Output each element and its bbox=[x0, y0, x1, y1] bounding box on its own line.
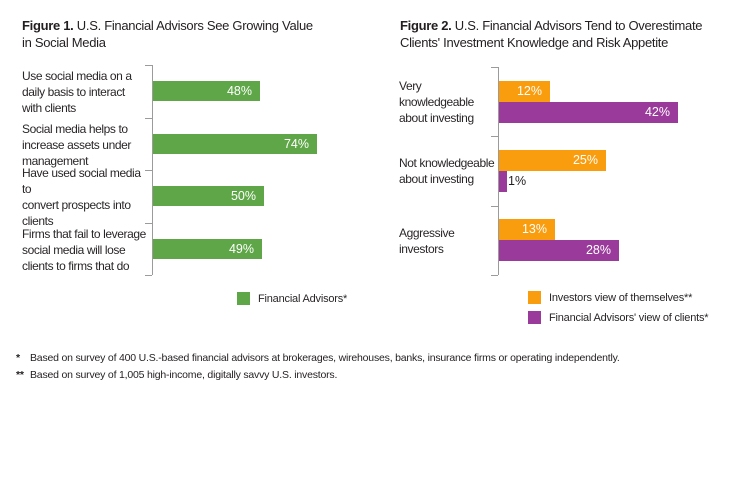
figure2-title-rest: U.S. Financial Advisors Tend to Overesti… bbox=[451, 18, 703, 33]
bar-financial-advisors: 49% bbox=[153, 239, 262, 259]
footnote-1: * Based on survey of 400 U.S.-based fina… bbox=[16, 350, 620, 367]
category-label: Firms that fail to leverage social media… bbox=[22, 223, 152, 276]
figure1-legend: Financial Advisors* bbox=[237, 292, 347, 305]
legend-row-financial-advisors: Financial Advisors* bbox=[237, 292, 347, 305]
figure2-legend: Investors view of themselves** Financial… bbox=[528, 291, 709, 324]
footnotes: * Based on survey of 400 U.S.-based fina… bbox=[16, 350, 620, 384]
footnote-2-marker: ** bbox=[16, 369, 24, 381]
green-swatch-icon bbox=[237, 292, 250, 305]
category-label-text: Social media helps to increase assets un… bbox=[22, 121, 131, 168]
category-label: Not knowledgeable about investing bbox=[399, 136, 496, 205]
axis-line bbox=[498, 67, 499, 275]
bar-investors-view: 25% bbox=[499, 150, 606, 171]
category-label: Social media helps to increase assets un… bbox=[22, 118, 152, 171]
footnote-1-text: Based on survey of 400 U.S.-based financ… bbox=[30, 352, 620, 364]
axis-tick bbox=[491, 206, 498, 207]
purple-swatch-icon bbox=[528, 311, 541, 324]
axis-line bbox=[152, 65, 153, 275]
value-label-outside: 1% bbox=[508, 174, 527, 188]
figure2-title-prefix: Figure 2. bbox=[400, 18, 452, 33]
footnote-2: ** Based on survey of 1,005 high-income,… bbox=[16, 367, 620, 384]
bar-investors-view: 13% bbox=[499, 219, 555, 240]
bar-advisors-view: 28% bbox=[499, 240, 619, 261]
axis-tick bbox=[145, 275, 152, 276]
footnote-1-marker: * bbox=[16, 352, 20, 364]
category-label: Aggressive investors bbox=[399, 206, 496, 275]
bar-financial-advisors: 50% bbox=[153, 186, 264, 206]
axis-tick bbox=[145, 65, 152, 66]
category-label: Very knowledgeable about investing bbox=[399, 67, 496, 136]
figure1-title-prefix: Figure 1. bbox=[22, 18, 74, 33]
axis-tick bbox=[491, 136, 498, 137]
axis-tick bbox=[145, 118, 152, 119]
legend-label-advisors-view: Financial Advisors' view of clients* bbox=[549, 311, 709, 324]
legend-label-investors-view: Investors view of themselves** bbox=[549, 291, 693, 304]
category-label: Have used social media to convert prospe… bbox=[22, 166, 152, 228]
figure2-title-line2: Clients' Investment Knowledge and Risk A… bbox=[400, 35, 669, 50]
category-label: Use social media on a daily basis to int… bbox=[22, 65, 152, 118]
category-label-text: Very knowledgeable about investing bbox=[399, 78, 474, 125]
axis-tick bbox=[145, 170, 152, 171]
legend-row-advisors-view: Financial Advisors' view of clients* bbox=[528, 311, 709, 324]
figure2-title: Figure 2. U.S. Financial Advisors Tend t… bbox=[400, 17, 748, 51]
bar-advisors-view: 42% bbox=[499, 102, 678, 123]
category-label-text: Firms that fail to leverage social media… bbox=[22, 226, 146, 273]
bar-financial-advisors: 48% bbox=[153, 81, 260, 101]
footnote-2-text: Based on survey of 1,005 high-income, di… bbox=[30, 369, 338, 381]
bar-financial-advisors: 74% bbox=[153, 134, 317, 154]
category-label-text: Use social media on a daily basis to int… bbox=[22, 68, 132, 115]
legend-row-investors-view: Investors view of themselves** bbox=[528, 291, 708, 304]
figure1-title-line2: in Social Media bbox=[22, 35, 106, 50]
figure1-title-rest: U.S. Financial Advisors See Growing Valu… bbox=[73, 18, 313, 33]
axis-tick bbox=[491, 67, 498, 68]
bar-investors-view: 12% bbox=[499, 81, 550, 102]
category-label-text: Aggressive investors bbox=[399, 225, 455, 256]
axis-tick bbox=[491, 275, 498, 276]
bar-advisors-view bbox=[499, 171, 507, 192]
legend-label-financial-advisors: Financial Advisors* bbox=[258, 292, 348, 305]
figure1-title: Figure 1. U.S. Financial Advisors See Gr… bbox=[22, 17, 362, 51]
category-label-text: Have used social media to convert prospe… bbox=[22, 165, 141, 228]
axis-tick bbox=[145, 223, 152, 224]
orange-swatch-icon bbox=[528, 291, 541, 304]
category-label-text: Not knowledgeable about investing bbox=[399, 155, 495, 186]
